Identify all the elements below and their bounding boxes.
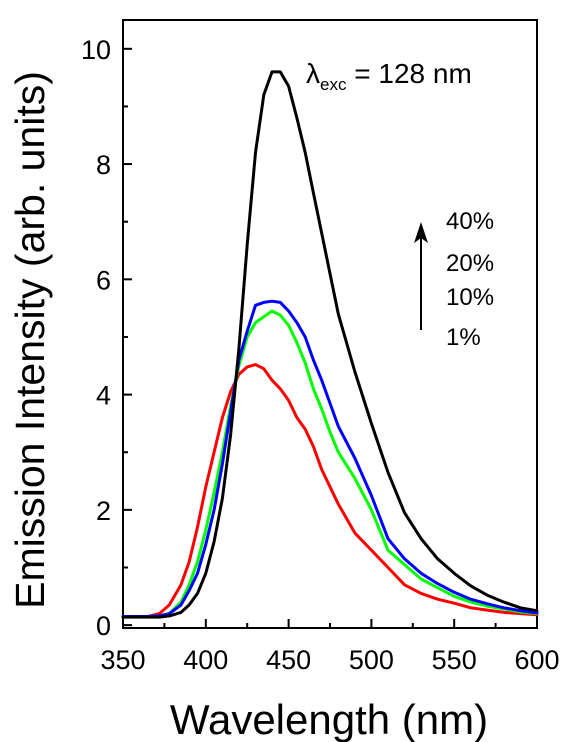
series-line-1pct [121,363,539,618]
x-tick-label: 450 [266,645,311,675]
concentration-labels: 40% 20% 10% 1% [446,208,494,351]
series-line-40pct [121,70,539,619]
y-axis-label: Emission Intensity (arb. units) [7,71,53,609]
lambda-subscript: exc [320,75,347,94]
y-tick-label: 2 [96,496,111,526]
x-tick-label: 600 [514,645,559,675]
excitation-annotation: λexc = 128 nm [306,58,472,94]
y-tick-label: 4 [96,381,111,411]
x-tick-label: 400 [183,645,228,675]
y-tick-label: 0 [96,611,111,641]
ticks-layer: 350 400 450 500 550 600 0 2 4 6 8 10 [81,35,560,675]
excitation-value: = 128 nm [346,58,471,89]
concentration-label-20: 20% [446,250,494,277]
concentration-label-1: 1% [446,324,481,351]
series-line-10pct [121,309,539,618]
x-tick-label: 550 [432,645,477,675]
series-line-20pct [121,299,539,618]
y-tick-label: 10 [81,35,111,65]
y-tick-label: 6 [96,265,111,295]
lambda-symbol: λ [306,58,320,89]
y-tick-label: 8 [96,150,111,180]
x-axis-label: Wavelength (nm) [170,696,488,742]
concentration-label-40: 40% [446,208,494,235]
series-layer [121,70,539,619]
x-tick-label: 350 [100,645,145,675]
x-tick-label: 500 [349,645,394,675]
concentration-label-10: 10% [446,284,494,311]
concentration-arrow [414,222,428,330]
arrow-head [414,222,428,243]
